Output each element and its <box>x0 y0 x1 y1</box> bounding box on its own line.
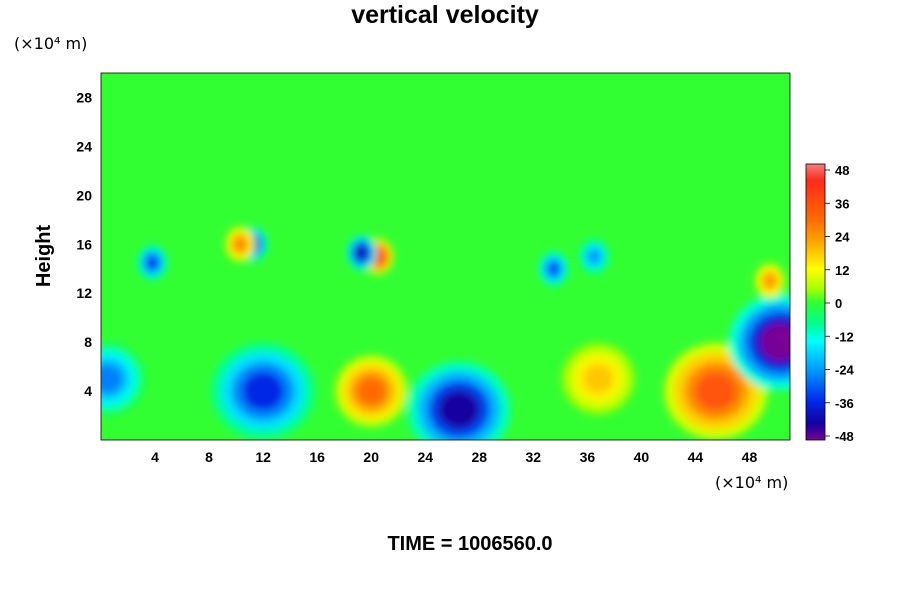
plot-frame <box>100 72 791 441</box>
contour-level <box>355 245 368 260</box>
x-tick-label: 44 <box>688 449 704 465</box>
downdraft-cell-4 <box>728 293 790 391</box>
y-tick-label: 12 <box>76 285 92 301</box>
chart-title: vertical velocity <box>351 1 539 29</box>
contour-level <box>242 371 284 411</box>
colorbar-tick-label: -24 <box>835 363 855 378</box>
colorbar-tick-label: 48 <box>835 163 849 178</box>
updraft-cell-0 <box>334 355 408 427</box>
y-axis-ticks: 4 8 12 16 20 24 28 <box>76 89 92 399</box>
x-tick-label: 36 <box>580 449 596 465</box>
y-tick-label: 16 <box>76 236 92 252</box>
y-tick-label: 4 <box>84 383 92 399</box>
updraft-cell-13 <box>561 343 635 415</box>
x-axis-unit: (×10⁴ m) <box>715 473 788 492</box>
updraft-cell-1 <box>664 342 768 440</box>
x-tick-label: 8 <box>205 449 213 465</box>
x-tick-label: 32 <box>526 449 542 465</box>
contour-level <box>763 273 776 289</box>
colorbar-tick-label: -36 <box>835 396 854 411</box>
y-axis-label: Height <box>33 225 55 288</box>
x-tick-label: 48 <box>742 449 758 465</box>
contour-level <box>583 364 613 394</box>
x-tick-label: 20 <box>363 449 379 465</box>
y-tick-label: 28 <box>76 89 92 105</box>
contour-level <box>101 364 123 394</box>
colorbar-tick-label: -12 <box>835 329 854 344</box>
contour-level <box>547 261 560 276</box>
downdraft-cell-7 <box>346 234 377 271</box>
downdraft-cell-10 <box>137 244 168 281</box>
colorbar-ticks: 48 36 24 12 0 -12 -24 -36 -48 <box>825 163 855 444</box>
colorbar-tick-label: 24 <box>835 230 850 245</box>
x-tick-label: 4 <box>151 449 159 465</box>
contour-level <box>146 255 159 270</box>
contour-level <box>695 371 737 411</box>
downdraft-cell-5 <box>101 343 145 415</box>
x-tick-label: 28 <box>471 449 487 465</box>
downdraft-cell-11 <box>538 250 569 287</box>
colorbar-tick-label: 0 <box>835 296 842 311</box>
updraft-cell-9 <box>224 226 256 263</box>
contour-level <box>588 249 601 264</box>
x-tick-label: 12 <box>255 449 271 465</box>
x-tick-label: 40 <box>634 449 650 465</box>
heatmap-plot-area <box>101 73 790 440</box>
x-axis-ticks: 4 8 12 16 20 24 28 32 36 40 44 48 <box>151 449 757 465</box>
downdraft-cell-12 <box>578 238 610 275</box>
contour-level <box>438 390 480 429</box>
colorbar-tick-label: 36 <box>835 196 849 211</box>
y-tick-label: 24 <box>76 138 92 154</box>
y-tick-label: 20 <box>76 187 92 203</box>
y-tick-label: 8 <box>84 334 92 350</box>
velocity-field <box>101 226 790 440</box>
downdraft-cell-2 <box>211 342 315 440</box>
y-axis-unit: (×10⁴ m) <box>14 34 87 53</box>
x-tick-label: 16 <box>309 449 325 465</box>
contour-level <box>759 322 790 362</box>
contour-level <box>356 376 386 406</box>
time-label: TIME = 1006560.0 <box>387 533 552 555</box>
colorbar-tick-label: 12 <box>835 263 849 278</box>
updraft-cell-14 <box>754 263 785 299</box>
downdraft-cell-3 <box>407 361 511 440</box>
contour-level <box>234 237 247 252</box>
x-tick-label: 24 <box>417 449 433 465</box>
colorbar-tick-label: -48 <box>835 429 854 444</box>
colorbar <box>805 163 826 441</box>
